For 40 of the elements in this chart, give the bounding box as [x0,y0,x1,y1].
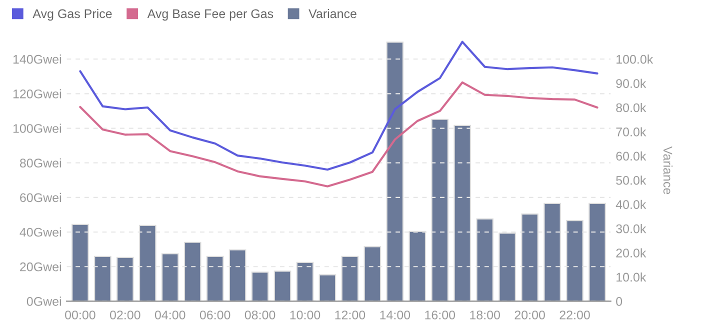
legend-label: Avg Gas Price [32,8,112,21]
bar [251,272,269,302]
y-tick-label: 100Gwei [13,124,61,133]
x-tick-label: 14:00 [380,310,410,320]
x-tick-label: 06:00 [200,310,230,320]
y-tick-label: 40Gwei [20,228,61,237]
x-tick-label: 00:00 [65,310,96,320]
y2-tick-label: 80.0k [616,102,646,112]
line-series [79,81,598,188]
line-series [79,40,598,171]
y-tick-label: 60Gwei [20,192,61,202]
y2-tick-label: 10.0k [616,272,646,282]
x-tick-label: 12:00 [335,310,366,320]
y2-tick-label: 100.0k [616,54,654,64]
y2-tick-label: 30.0k [616,224,646,234]
bar [318,274,336,302]
y-tick-label: 0Gwei [26,296,61,306]
y2-tick-label: 60.0k [616,151,646,161]
legend-label: Variance [308,8,356,18]
bar [274,270,292,302]
y2-tick-label: 70.0k [616,127,646,136]
y2-axis-title: Variance [663,146,673,194]
x-tick-label: 08:00 [244,310,276,320]
x-tick-label: 04:00 [154,310,186,320]
x-tick-label: 20:00 [514,310,545,320]
y2-tick-label: 20.0k [616,248,646,258]
y-tick-label: 120Gwei [13,89,61,98]
y2-tick-label: 50.0k [616,176,646,185]
legend-label: Avg Base Fee per Gas [147,9,274,21]
x-tick-label: 22:00 [560,310,590,320]
y2-tick-label: 90.0k [616,78,646,88]
y-tick-label: 20Gwei [20,262,61,272]
x-tick-label: 10:00 [290,310,320,320]
y2-tick-label: 40.0k [616,200,646,210]
y-tick-label: 80Gwei [20,158,61,168]
x-tick-label: 16:00 [425,310,456,320]
x-tick-label: 02:00 [110,310,140,320]
y-tick-label: 140Gwei [13,54,61,64]
y2-tick-label: 0 [616,297,622,306]
x-tick-label: 18:00 [470,310,500,320]
